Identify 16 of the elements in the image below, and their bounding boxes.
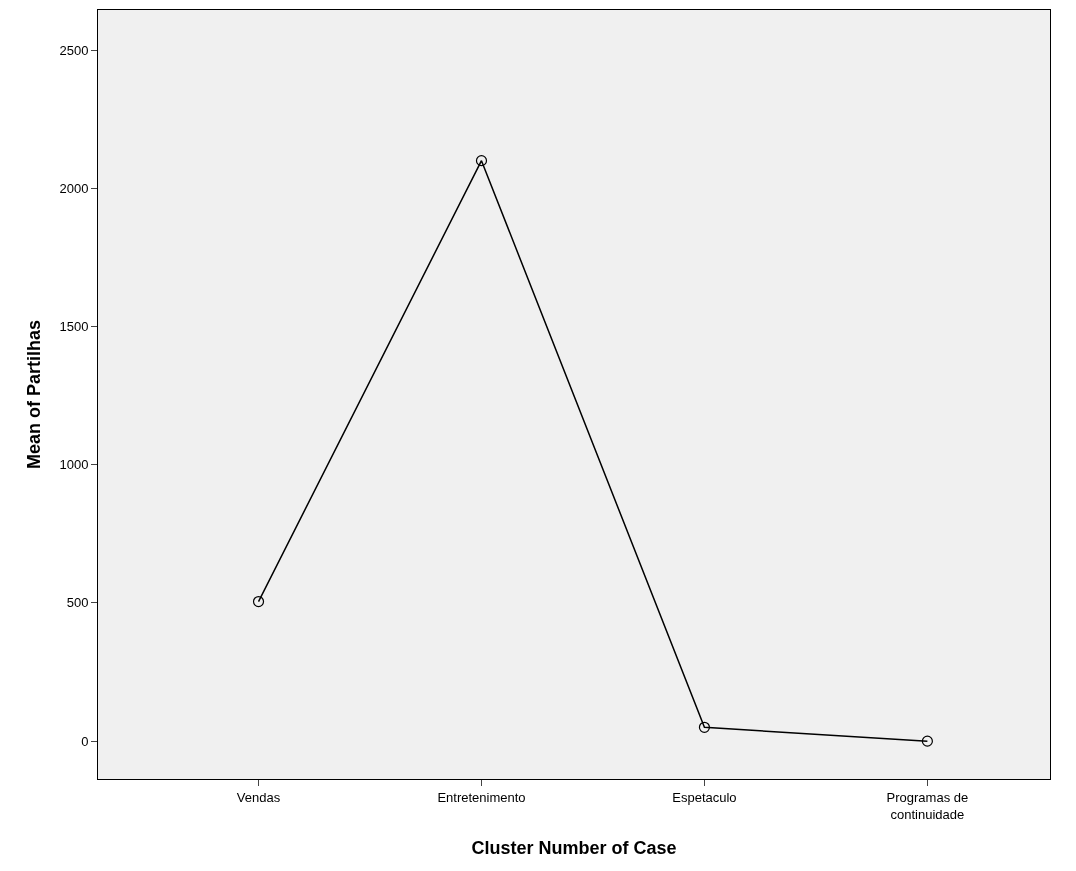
x-tick-label: Entretenimento	[437, 789, 526, 805]
x-tick-label: Programas de continuidade	[886, 789, 969, 822]
y-tick-label: 0	[81, 733, 89, 749]
y-tick-label: 2000	[59, 180, 89, 196]
y-axis-title: Mean of Partilhas	[23, 319, 44, 470]
point	[475, 155, 488, 167]
point	[921, 735, 933, 747]
x-tick-label: Espetaculo	[672, 789, 737, 805]
y-tick-label: 2500	[59, 42, 89, 58]
y-tick-label: 1000	[59, 457, 89, 473]
y-tick-label: 1500	[59, 319, 89, 335]
x-tick-label: Vendas	[236, 789, 281, 805]
point	[698, 721, 711, 733]
y-tick-label: 500	[66, 595, 89, 611]
point	[252, 595, 265, 608]
x-axis-title: Cluster Number of Case	[471, 837, 677, 858]
